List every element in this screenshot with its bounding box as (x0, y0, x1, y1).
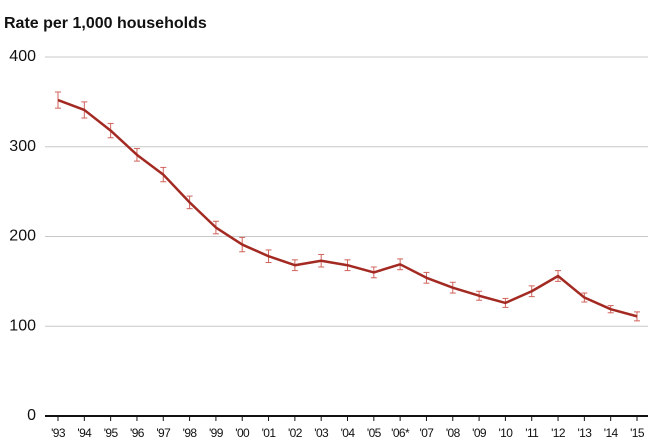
x-tick-label: '01 (262, 426, 277, 440)
y-tick-label: 300 (9, 138, 36, 155)
x-tick-label: '95 (104, 426, 119, 440)
x-tick-label: '13 (577, 426, 592, 440)
x-tick-label: '00 (235, 426, 250, 440)
y-tick-label: 400 (9, 48, 36, 65)
x-tick-label: '03 (314, 426, 329, 440)
x-tick-label: '10 (498, 426, 513, 440)
x-tick-label: '06* (391, 426, 410, 440)
x-tick-label: '99 (209, 426, 224, 440)
data-line (57, 98, 638, 318)
y-tick-label: 100 (9, 317, 36, 334)
x-tick-label: '12 (551, 426, 566, 440)
x-tick-label: '02 (288, 426, 303, 440)
x-tick-label: '14 (604, 426, 619, 440)
x-tick-label: '11 (525, 426, 539, 440)
x-tick-label: '09 (472, 426, 487, 440)
y-tick-label: 200 (9, 228, 36, 245)
x-tick-label: '05 (367, 426, 382, 440)
x-tick-label: '97 (156, 426, 171, 440)
x-tick-label: '96 (130, 426, 145, 440)
x-tick-label: '93 (51, 426, 66, 440)
x-tick-label: '08 (446, 426, 461, 440)
y-tick-label: 0 (27, 407, 36, 424)
x-tick-label: '07 (420, 426, 435, 440)
x-tick-label: '94 (77, 426, 92, 440)
chart-title: Rate per 1,000 households (4, 15, 207, 32)
x-tick-label: '15 (630, 426, 645, 440)
x-tick-label: '04 (341, 426, 356, 440)
x-tick-label: '98 (183, 426, 198, 440)
